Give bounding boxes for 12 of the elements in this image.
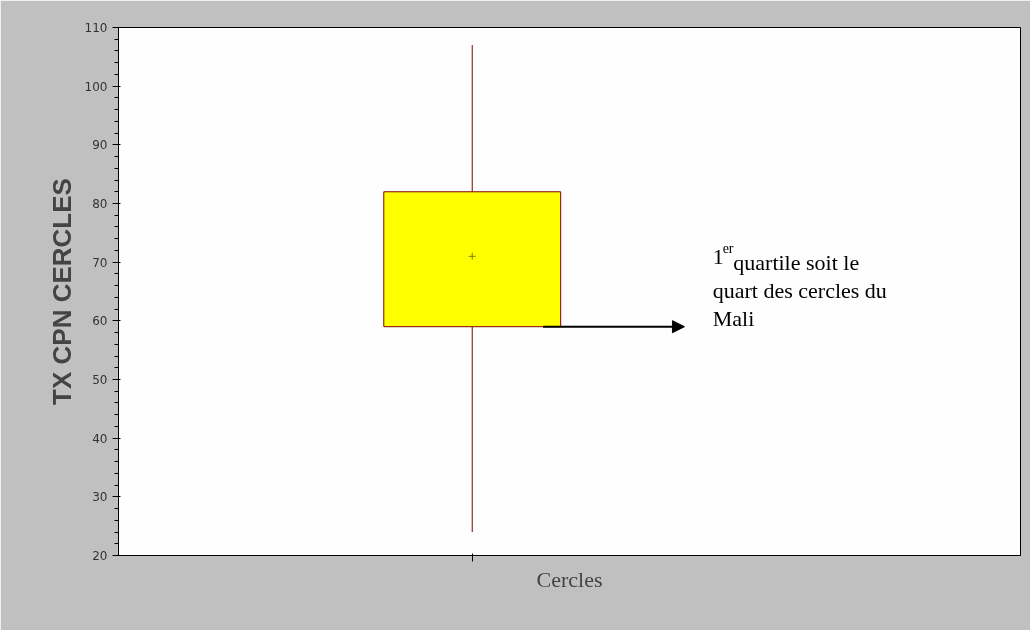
x-axis-title: Cercles: [536, 566, 603, 592]
y-tick-label: 80: [92, 197, 108, 211]
y-tick-label: 70: [92, 255, 108, 270]
y-axis-title: TX CPN CERCLES: [46, 178, 77, 405]
y-tick-label: 110: [84, 21, 108, 35]
y-tick-label: 60: [92, 314, 108, 329]
y-tick-label: 40: [92, 431, 108, 446]
y-tick-label: 50: [92, 373, 108, 387]
y-tick-label: 30: [92, 490, 108, 505]
y-tick-label: 90: [92, 138, 108, 153]
y-tick-label: 20: [92, 549, 108, 563]
y-tick-label: 100: [84, 79, 108, 94]
